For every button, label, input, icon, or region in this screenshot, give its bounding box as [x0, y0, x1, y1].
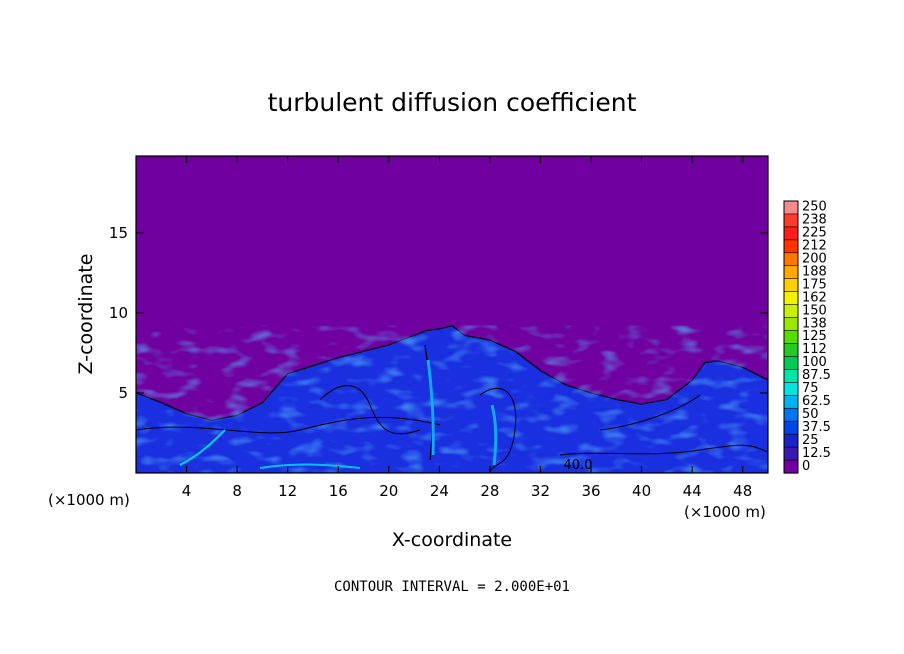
- colorbar-frame: [783, 200, 799, 474]
- x-axis-ticks: 4 8 12 16 20 24 28 32 36 40 44 48: [182, 156, 752, 500]
- x-tick-label: 20: [379, 482, 398, 500]
- colorbar-swatch: [783, 317, 799, 332]
- x-tick-label: 40: [632, 482, 651, 500]
- colorbar-swatch: [783, 394, 799, 409]
- colorbar-swatch: [783, 200, 799, 215]
- colorbar-label: 0: [802, 459, 810, 474]
- y-axis-label: Z-coordinate: [75, 254, 97, 375]
- x-tick-label: 8: [232, 482, 242, 500]
- x-unit-right: (×1000 m): [684, 503, 766, 521]
- colorbar-label: 37.5: [802, 420, 831, 435]
- colorbar-label: 150: [802, 303, 827, 318]
- contour-line: [599, 394, 701, 431]
- high-value-streak: [426, 359, 435, 456]
- colorbar-swatch: [783, 356, 799, 370]
- high-value-streak: [179, 429, 226, 466]
- colorbar-label: 138: [802, 316, 827, 331]
- colorbar-label: 250: [802, 200, 827, 215]
- x-tick-label: 36: [581, 482, 600, 500]
- colorbar-swatch: [783, 446, 799, 461]
- chart-title: turbulent diffusion coefficient: [268, 88, 637, 117]
- colorbar-swatch: [783, 252, 799, 267]
- colorbar-swatch: [783, 304, 799, 319]
- colorbar-swatch: [783, 343, 799, 358]
- footer-text: CONTOUR INTERVAL = 2.000E+01: [334, 579, 570, 595]
- x-tick-label: 32: [531, 482, 550, 500]
- colorbar-swatch: [783, 265, 799, 280]
- y-axis-ticks: 5 10 15: [109, 224, 768, 402]
- colorbar: 2502382252122001881751621501381251121008…: [783, 200, 831, 474]
- colorbar-label: 188: [802, 264, 827, 279]
- x-axis-label: X-coordinate: [392, 529, 512, 551]
- colorbar-swatch: [783, 226, 799, 241]
- colorbar-label: 212: [802, 239, 827, 254]
- x-tick-label: 44: [683, 482, 702, 500]
- plot-frame: [135, 155, 769, 474]
- y-tick-label: 15: [109, 224, 128, 242]
- contour-line: [479, 387, 517, 473]
- high-value-streak: [490, 404, 498, 466]
- contour-line: [559, 444, 768, 456]
- colorbar-label: 75: [802, 381, 819, 396]
- x-tick-label: 16: [329, 482, 348, 500]
- colorbar-label: 87.5: [802, 368, 831, 383]
- colorbar-label: 62.5: [802, 394, 831, 409]
- y-tick-label: 10: [109, 304, 128, 322]
- colorbar-swatch: [783, 291, 799, 306]
- x-tick-label: 4: [182, 482, 192, 500]
- x-tick-label: 28: [480, 482, 499, 500]
- colorbar-label: 200: [802, 252, 827, 267]
- colorbar-swatch: [783, 433, 799, 448]
- x-tick-label: 24: [430, 482, 449, 500]
- colorbar-swatch: [783, 407, 799, 422]
- contour-line: [136, 416, 441, 434]
- colorbar-swatch: [783, 382, 799, 396]
- colorbar-label: 162: [802, 290, 827, 305]
- colorbar-swatch: [783, 278, 799, 293]
- colorbar-swatch: [783, 239, 799, 254]
- colorbar-label: 112: [802, 342, 827, 357]
- x-unit-left: (×1000 m): [48, 491, 130, 509]
- colorbar-swatch: [783, 420, 799, 435]
- colorbar-swatch: [783, 459, 799, 474]
- x-tick-label: 48: [733, 482, 752, 500]
- colorbar-label: 175: [802, 277, 827, 292]
- contour-value-label: 40.0: [564, 458, 593, 473]
- colorbar-swatch: [783, 369, 799, 383]
- colorbar-swatch: [783, 213, 799, 228]
- x-tick-label: 12: [278, 482, 297, 500]
- plot-area: [136, 156, 768, 473]
- turbulence-texture: [136, 325, 768, 473]
- colorbar-swatch: [783, 330, 799, 345]
- colorbar-label: 125: [802, 329, 827, 344]
- contour-line: [319, 385, 421, 435]
- y-tick-label: 5: [118, 384, 128, 402]
- colorbar-label: 225: [802, 226, 827, 241]
- colorbar-label: 238: [802, 213, 827, 228]
- high-value-streak: [259, 463, 361, 469]
- colorbar-label: 100: [802, 355, 827, 370]
- colorbar-label: 25: [802, 433, 819, 448]
- colorbar-label: 12.5: [802, 446, 831, 461]
- colorbar-label: 50: [802, 407, 819, 422]
